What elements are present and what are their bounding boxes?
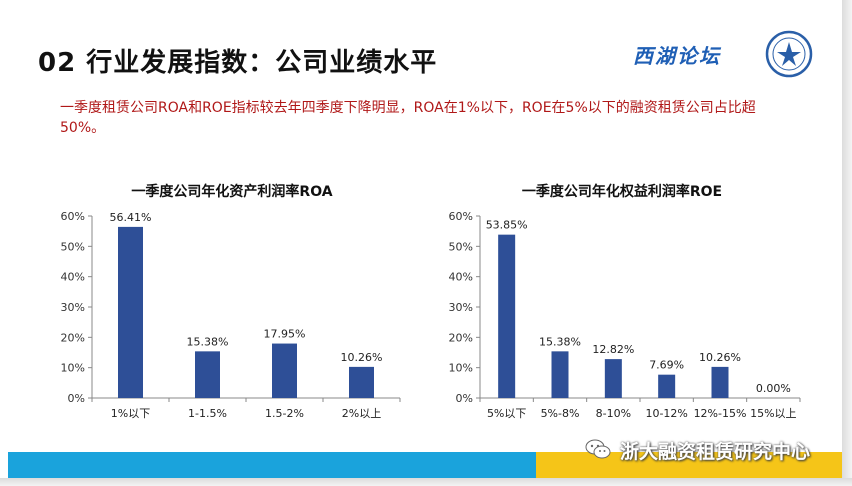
y-tick-label: 60%	[449, 210, 473, 223]
category-label: 2%以上	[342, 407, 381, 420]
data-label: 15.38%	[187, 335, 229, 348]
y-tick-label: 60%	[61, 210, 85, 223]
bar-4	[658, 374, 676, 398]
category-label: 1.5-2%	[265, 407, 304, 420]
y-tick-label: 20%	[61, 331, 85, 344]
wechat-icon	[585, 439, 611, 459]
category-label: 8-10%	[596, 407, 631, 420]
bar-4	[349, 366, 374, 398]
bar-1	[498, 234, 516, 398]
y-tick-label: 0%	[68, 392, 85, 405]
data-label: 53.85%	[486, 219, 528, 232]
bar-1	[118, 226, 143, 398]
bar-2	[551, 351, 569, 398]
data-label: 10.26%	[699, 351, 741, 364]
slide-shadow-right	[842, 0, 852, 486]
page-title: 02 行业发展指数：公司业绩水平	[38, 48, 438, 78]
chart-title-roe: 一季度公司年化权益利润率ROE	[521, 184, 723, 200]
bar-5	[711, 366, 729, 398]
data-label: 10.26%	[341, 351, 383, 364]
bar-3	[604, 359, 622, 398]
chart-title-roa: 一季度公司年化资产利润率ROA	[131, 184, 333, 200]
bar-charts: 0% 10% 20% 30% 40% 50% 60% 56.41% 1%以下 15.38% 1-1.…	[61, 210, 801, 420]
footer-gold-band	[536, 452, 842, 478]
bar-3	[272, 343, 297, 398]
data-label: 17.95%	[264, 328, 306, 341]
y-tick-label: 10%	[449, 362, 473, 375]
category-label: 15%以上	[750, 407, 796, 420]
slide-shadow-bottom	[0, 478, 852, 486]
y-tick-label: 30%	[61, 301, 85, 314]
data-label: 15.38%	[539, 335, 581, 348]
category-label: 12%-15%	[694, 407, 747, 420]
data-label: 7.69%	[649, 359, 684, 372]
data-label: 0.00%	[756, 382, 791, 395]
category-label: 1-1.5%	[188, 407, 227, 420]
footer-org-name: 浙大融资租赁研究中心	[620, 441, 811, 463]
data-label: 12.82%	[592, 343, 634, 356]
y-tick-label: 40%	[449, 271, 473, 284]
y-tick-label: 50%	[61, 240, 85, 253]
y-tick-label: 10%	[61, 362, 85, 375]
category-label: 10-12%	[645, 407, 687, 420]
category-label: 5%以下	[487, 407, 526, 420]
y-tick-label: 30%	[449, 301, 473, 314]
y-tick-label: 50%	[449, 240, 473, 253]
emblem-icon	[765, 30, 813, 78]
category-label: 1%以下	[111, 407, 150, 420]
summary-text: 一季度租赁公司ROA和ROE指标较去年四季度下降明显，ROA在1%以下，ROE在…	[60, 100, 756, 136]
y-tick-label: 20%	[449, 331, 473, 344]
y-tick-label: 0%	[456, 392, 473, 405]
category-label: 5%-8%	[541, 407, 580, 420]
forum-logo-text: 西湖论坛	[633, 44, 721, 68]
bar-2	[195, 351, 220, 398]
y-tick-label: 40%	[61, 271, 85, 284]
footer-blue-band	[8, 452, 536, 478]
data-label: 56.41%	[110, 211, 152, 224]
